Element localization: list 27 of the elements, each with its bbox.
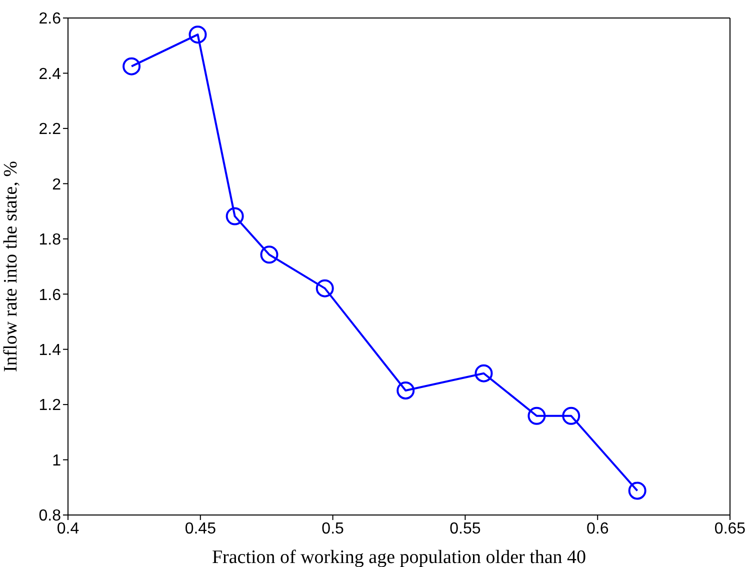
x-tick-label: 0.45: [184, 520, 216, 538]
x-tick-label: 0.5: [322, 520, 344, 538]
point: [260, 246, 278, 264]
point: [628, 482, 646, 500]
point: [226, 207, 244, 226]
y-tick-label: 2.2: [38, 121, 62, 138]
point: [316, 279, 334, 298]
x-tick-label: 0.6: [586, 520, 609, 538]
point: [474, 364, 493, 382]
x-tick-label: 0.65: [714, 520, 746, 538]
x-axis-title: Fraction of working age population older than 40: [212, 547, 586, 567]
point: [122, 57, 141, 76]
point: [188, 26, 207, 44]
y-tick-label: 2: [52, 176, 62, 194]
y-tick-label: 1.8: [38, 232, 62, 249]
x-tick-label: 0.55: [450, 520, 481, 538]
y-tick-label: 1.6: [38, 286, 62, 304]
point: [396, 381, 415, 400]
y-axis-title: Inflow rate into the state, %: [0, 160, 22, 372]
y-tick-label: 1.4: [38, 342, 62, 360]
point: [528, 406, 546, 425]
y-tick-label: 2.4: [38, 66, 62, 83]
y-tick-label: 1: [52, 452, 62, 470]
y-tick-label: 1.2: [38, 397, 62, 414]
y-tick-label: 2.6: [38, 10, 62, 28]
x-tick-label: 0.4: [56, 520, 80, 538]
point: [562, 406, 580, 425]
